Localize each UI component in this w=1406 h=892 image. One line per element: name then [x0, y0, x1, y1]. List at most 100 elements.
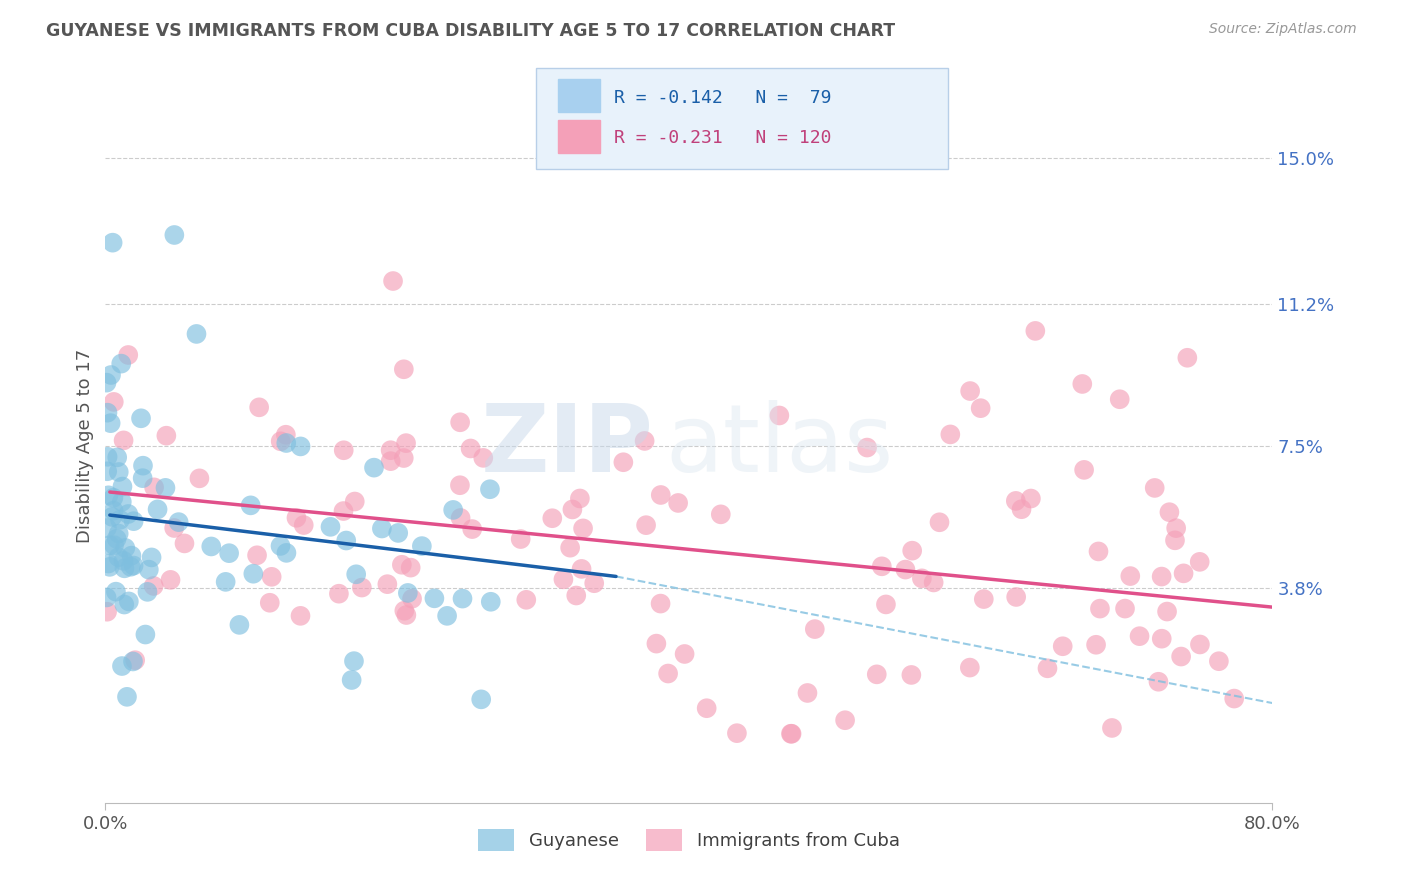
Point [167, 515, 190, 529]
Point [1223, 691, 1246, 706]
Point [290, 439, 312, 453]
Point [1073, 463, 1095, 477]
Point [188, 471, 211, 485]
Point [103, 538, 125, 552]
Point [472, 450, 495, 465]
Point [710, 508, 733, 522]
Point [1188, 555, 1211, 569]
Point [97, 557, 120, 571]
Text: ZIP: ZIP [481, 400, 654, 492]
Point [461, 522, 484, 536]
Point [173, 536, 195, 550]
Point [163, 521, 186, 535]
Point [117, 348, 139, 362]
Point [343, 494, 366, 508]
Point [319, 520, 342, 534]
Point [780, 727, 803, 741]
Point [97, 450, 120, 464]
Point [479, 595, 502, 609]
Point [922, 575, 945, 590]
Point [112, 434, 135, 448]
Point [1024, 324, 1046, 338]
Point [380, 454, 402, 468]
Point [451, 591, 474, 606]
Text: atlas: atlas [665, 400, 894, 492]
Point [114, 561, 136, 575]
Point [645, 637, 668, 651]
Point [509, 532, 531, 546]
Point [340, 673, 363, 687]
Point [155, 481, 177, 495]
Point [612, 455, 634, 469]
Point [276, 546, 298, 560]
Point [142, 579, 165, 593]
Point [1175, 351, 1198, 365]
Point [1085, 638, 1108, 652]
Point [214, 574, 236, 589]
Point [666, 496, 689, 510]
Point [276, 436, 298, 450]
Point [633, 434, 655, 448]
Point [399, 560, 422, 574]
Point [900, 668, 922, 682]
Point [911, 571, 934, 585]
Point [246, 548, 269, 562]
Point [411, 539, 433, 553]
Point [1150, 632, 1173, 646]
Point [380, 443, 402, 458]
Point [120, 559, 142, 574]
Point [1208, 654, 1230, 668]
Point [112, 554, 135, 568]
Point [449, 415, 471, 429]
Point [118, 594, 141, 608]
Point [553, 572, 575, 586]
Point [97, 488, 120, 502]
Point [124, 653, 146, 667]
Point [98, 559, 121, 574]
Point [1173, 566, 1195, 581]
Point [269, 539, 292, 553]
Point [1005, 590, 1028, 604]
Point [391, 558, 413, 572]
Point [110, 357, 132, 371]
Point [696, 701, 718, 715]
Point [131, 471, 153, 485]
Point [332, 504, 354, 518]
Point [1119, 569, 1142, 583]
Point [159, 573, 181, 587]
Point [274, 427, 297, 442]
Point [146, 502, 169, 516]
Point [478, 482, 501, 496]
Point [401, 591, 423, 606]
Point [382, 274, 405, 288]
Point [636, 518, 658, 533]
Point [343, 654, 366, 668]
Point [111, 495, 134, 509]
Point [134, 627, 156, 641]
Point [969, 401, 991, 416]
Text: R = -0.231   N = 120: R = -0.231 N = 120 [614, 129, 832, 147]
Point [350, 581, 373, 595]
Point [108, 513, 131, 527]
Point [228, 618, 250, 632]
Legend: Guyanese, Immigrants from Cuba: Guyanese, Immigrants from Cuba [471, 822, 907, 858]
Point [111, 659, 134, 673]
Point [371, 521, 394, 535]
Point [928, 516, 950, 530]
Point [673, 647, 696, 661]
Point [804, 622, 827, 636]
Point [138, 563, 160, 577]
Point [105, 532, 128, 546]
Point [870, 559, 893, 574]
Point [1159, 505, 1181, 519]
Point [959, 660, 981, 674]
Point [560, 541, 582, 555]
Point [96, 591, 118, 605]
Point [450, 511, 472, 525]
Point [561, 502, 583, 516]
Point [122, 655, 145, 669]
Point [973, 592, 995, 607]
Point [939, 427, 962, 442]
Point [200, 540, 222, 554]
Point [515, 592, 537, 607]
